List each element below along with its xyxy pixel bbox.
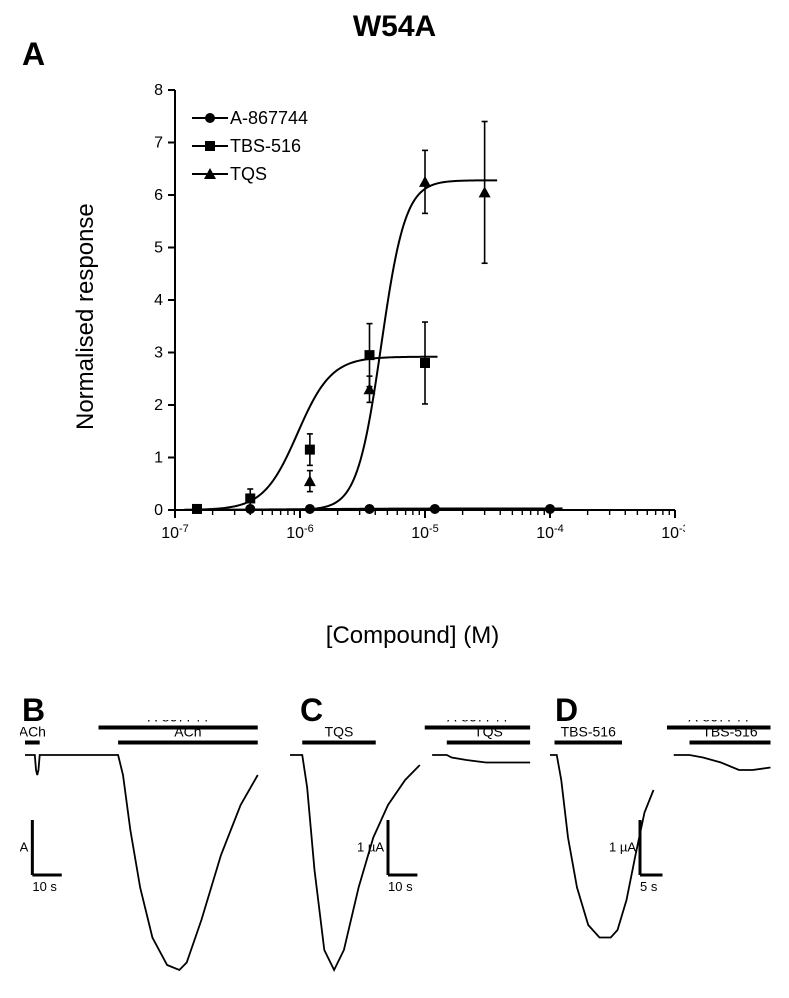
square-icon	[190, 137, 230, 155]
legend-label-tbs516: TBS-516	[230, 136, 301, 157]
legend-row-a867744: A-867744	[190, 104, 308, 132]
svg-text:10-5: 10-5	[411, 523, 439, 542]
svg-text:1: 1	[154, 450, 163, 467]
panel-c-trace: TQSA-867744TQS1 µA10 s	[285, 720, 540, 980]
svg-text:10-4: 10-4	[536, 523, 564, 542]
legend-row-tbs516: TBS-516	[190, 132, 308, 160]
svg-text:8: 8	[154, 82, 163, 99]
panel-b-trace: AChA-867744ACh2 µA10 s	[20, 720, 275, 980]
svg-text:TQS: TQS	[474, 724, 503, 740]
svg-text:ACh: ACh	[174, 724, 201, 740]
svg-text:TBS-516: TBS-516	[561, 724, 616, 740]
svg-text:10 s: 10 s	[388, 879, 413, 894]
svg-text:2 µA: 2 µA	[20, 840, 29, 855]
svg-text:10-3: 10-3	[661, 523, 685, 542]
svg-text:7: 7	[154, 135, 163, 152]
svg-text:10-7: 10-7	[161, 523, 189, 542]
svg-text:5: 5	[154, 240, 163, 257]
legend-label-a867744: A-867744	[230, 108, 308, 129]
svg-text:TBS-516: TBS-516	[702, 724, 757, 740]
figure-page: W54A A 0 1 2 3 4 5 6 7 8 10-7 10-6 10-5 10-4 10-3 Nor…	[0, 0, 789, 998]
svg-text:3: 3	[154, 345, 163, 362]
legend-label-tqs: TQS	[230, 164, 267, 185]
svg-text:2: 2	[154, 397, 163, 414]
svg-text:5 s: 5 s	[640, 879, 658, 894]
svg-text:1 µA: 1 µA	[609, 840, 636, 855]
svg-text:1 µA: 1 µA	[357, 840, 384, 855]
y-axis-label: Normalised response	[72, 203, 100, 430]
legend: A-867744 TBS-516 TQS	[190, 104, 308, 188]
svg-text:0: 0	[154, 502, 163, 519]
main-title: W54A	[0, 10, 789, 44]
legend-row-tqs: TQS	[190, 160, 308, 188]
svg-text:TQS: TQS	[325, 724, 354, 740]
x-axis-label: [Compound] (M)	[140, 622, 685, 650]
panel-d-trace: TBS-516A-867744TBS-5161 µA5 s	[545, 720, 780, 980]
triangle-icon	[190, 165, 230, 183]
svg-text:10 s: 10 s	[32, 879, 57, 894]
panel-a-label: A	[22, 36, 45, 73]
circle-icon	[190, 109, 230, 127]
svg-text:4: 4	[154, 292, 163, 309]
svg-text:6: 6	[154, 187, 163, 204]
svg-text:10-6: 10-6	[286, 523, 314, 542]
svg-text:ACh: ACh	[20, 724, 46, 740]
